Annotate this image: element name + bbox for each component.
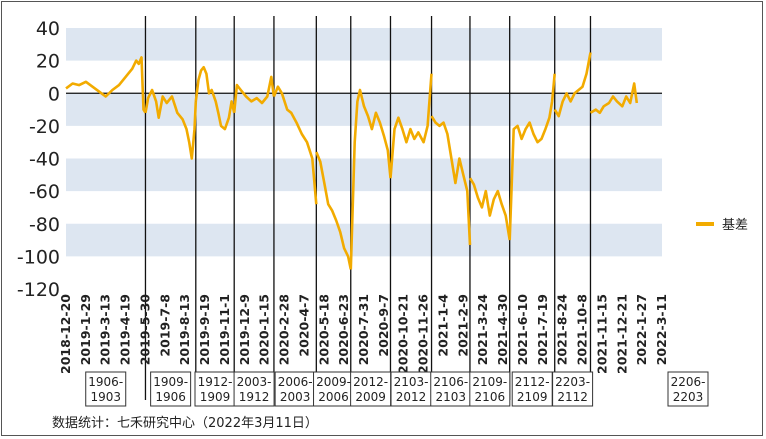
contract-label: 2009 (355, 390, 386, 404)
x-tick-label: 2021-7-19 (535, 294, 550, 365)
x-tick-label: 2020-1-15 (257, 294, 272, 365)
x-tick-label: 2019-8-13 (177, 294, 192, 365)
contract-label: 2106 (475, 390, 506, 404)
x-tick-label: 2019-3-13 (98, 294, 113, 365)
contract-label: 2109 (517, 390, 548, 404)
y-tick-label: 0 (48, 83, 60, 105)
x-tick-label: 2022-1-27 (634, 294, 649, 365)
x-tick-label: 2019-4-19 (118, 294, 133, 365)
contract-box (390, 371, 432, 407)
contract-box (469, 371, 511, 407)
contract-label: 2112 (557, 390, 588, 404)
x-tick-label: 2019-12-9 (237, 294, 252, 365)
contract-label: 1909 (200, 390, 231, 404)
contract-label: 2103 (435, 390, 466, 404)
y-band (66, 28, 662, 61)
contract-box (430, 371, 472, 407)
contract-label: 2006 (318, 390, 349, 404)
contract-label: 1906 (155, 390, 186, 404)
y-band (66, 223, 662, 257)
x-tick-label: 2021-10-8 (575, 294, 590, 365)
y-tick-label: -40 (29, 149, 60, 171)
x-tick-label: 2020-11-26 (416, 294, 431, 374)
contract-label: 2012- (353, 375, 388, 389)
y-tick-label: -80 (29, 214, 60, 236)
contract-label: 1903 (90, 390, 121, 404)
x-tick-label: 2019-11-1 (217, 294, 232, 365)
contract-label: 2112- (515, 375, 550, 389)
contract-box (667, 371, 709, 407)
source-note: 数据统计：七禾研究中心（2022年3月11日） (52, 416, 318, 431)
x-tick-label: 2021-3-24 (475, 294, 490, 366)
contract-label: 2003 (280, 390, 311, 404)
contract-label: 2203- (555, 375, 590, 389)
x-tick-label: 2021-4-30 (495, 294, 510, 366)
x-tick-label: 2021-2-9 (455, 294, 470, 357)
x-tick-label: 2020-4-7 (296, 294, 311, 357)
contract-box (85, 371, 127, 407)
contract-label: 1912 (239, 390, 270, 404)
y-tick-label: -60 (29, 181, 60, 203)
legend-label: 基差 (722, 218, 749, 233)
x-tick-label: 2019-9-19 (197, 294, 212, 365)
x-tick-label: 2021-8-24 (555, 294, 570, 366)
y-tick-label: -20 (29, 116, 60, 138)
contract-box (511, 371, 553, 407)
x-tick-label: 2020-10-21 (396, 294, 411, 374)
y-tick-label: 40 (36, 18, 60, 40)
x-tick-label: 2021-11-15 (594, 294, 609, 374)
y-band (66, 158, 662, 192)
contract-label: 1906- (88, 375, 123, 389)
x-tick-label: 2019-7-8 (157, 294, 172, 357)
contract-label: 2003- (237, 375, 272, 389)
contract-box (552, 371, 594, 407)
contract-label: 2109- (472, 375, 507, 389)
contract-box (150, 371, 192, 407)
x-tick-label: 2020-7-31 (356, 294, 371, 365)
y-tick-label: -120 (17, 279, 60, 301)
contract-label: 1912- (198, 375, 233, 389)
x-tick-label: 2020-6-23 (336, 294, 351, 365)
contract-label: 2206- (671, 375, 706, 389)
x-tick-label: 2021-1-4 (435, 294, 450, 357)
x-tick-label: 2019-5-30 (137, 294, 152, 366)
contract-label: 2203 (673, 390, 704, 404)
x-tick-label: 2021-6-10 (515, 294, 530, 366)
contract-box (194, 371, 236, 407)
x-tick-label: 2021-12-21 (614, 294, 629, 374)
contract-label: 2006- (278, 375, 313, 389)
contract-label: 2106- (433, 375, 468, 389)
y-tick-label: 20 (36, 51, 60, 73)
contract-label: 1909- (153, 375, 188, 389)
x-tick-label: 2020-9-7 (376, 294, 391, 357)
contract-label: 2103- (394, 375, 429, 389)
contract-box (274, 371, 316, 407)
x-tick-label: 2022-3-11 (654, 294, 669, 365)
series-line-basis (65, 52, 639, 270)
contract-label: 2009- (316, 375, 351, 389)
contract-box (233, 371, 275, 407)
legend-swatch (696, 221, 714, 226)
contract-label: 2012 (396, 390, 427, 404)
contract-box (313, 371, 355, 407)
x-tick-label: 2019-1-29 (78, 294, 93, 365)
x-tick-label: 2018-12-20 (58, 294, 73, 374)
y-tick-label: -100 (17, 246, 60, 268)
contract-box (350, 371, 392, 407)
x-tick-label: 2020-5-18 (316, 294, 331, 365)
legend: 基差 (696, 214, 748, 233)
x-tick-label: 2020-2-28 (277, 294, 292, 365)
